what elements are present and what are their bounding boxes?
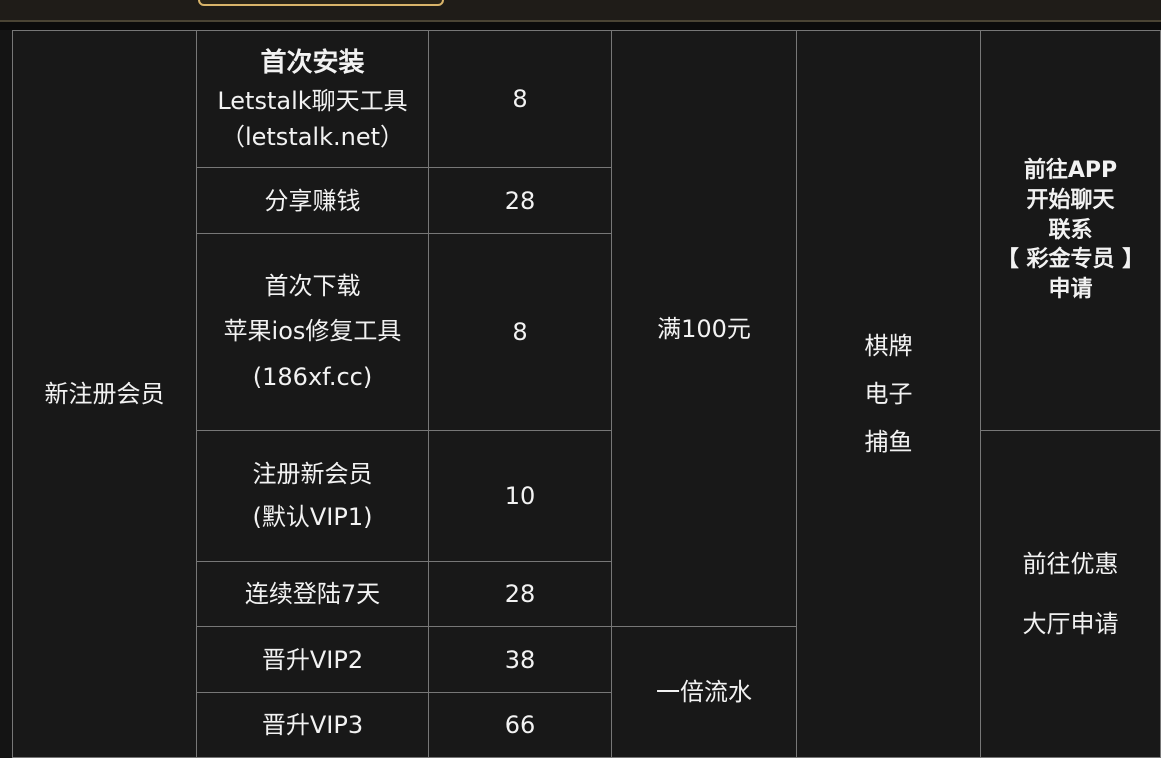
amount: 10 xyxy=(504,482,536,510)
apply-line: 大厅申请 xyxy=(1022,610,1119,638)
item-line: (默认VIP1) xyxy=(252,503,373,531)
apply-line: 联系 xyxy=(1048,217,1093,243)
game-type: 电子 xyxy=(864,380,913,408)
amount: 8 xyxy=(512,85,528,113)
item-line: 注册新会员 xyxy=(252,459,373,488)
amount: 38 xyxy=(504,645,536,674)
item-cell: 首次下载 苹果ios修复工具 (186xf.cc) xyxy=(196,233,429,431)
amount: 8 xyxy=(512,318,528,346)
amount-cell: 38 xyxy=(428,626,612,693)
game-type: 捕鱼 xyxy=(864,428,913,456)
item-line: 连续登陆7天 xyxy=(244,580,381,608)
apply-line: 开始聊天 xyxy=(1026,187,1115,213)
requirement: 满100元 xyxy=(657,314,751,343)
apply-line: 申请 xyxy=(1048,277,1093,303)
apply-cell: 前往优惠 大厅申请 xyxy=(980,430,1161,758)
requirement-cell: 一倍流水 xyxy=(611,626,797,758)
top-banner xyxy=(0,0,1161,22)
requirement-cell: 满100元 xyxy=(611,30,797,627)
item-cell: 晋升VIP3 xyxy=(196,692,429,758)
apply-cell: 前往APP 开始聊天 联系 【 彩金专员 】 申请 xyxy=(980,30,1161,431)
item-line: 首次下载 xyxy=(264,271,361,300)
gold-button[interactable] xyxy=(198,0,444,6)
amount-cell: 8 xyxy=(428,233,612,431)
item-cell: 连续登陆7天 xyxy=(196,561,429,627)
item-line: 晋升VIP3 xyxy=(261,711,364,739)
item-line: 首次安装 xyxy=(260,47,365,78)
apply-line: 【 彩金专员 】 xyxy=(996,247,1145,273)
apply-line: 前往APP xyxy=(1023,158,1118,184)
apply-line: 前往优惠 xyxy=(1022,550,1119,578)
amount-cell: 10 xyxy=(428,430,612,562)
item-line: 晋升VIP2 xyxy=(261,645,364,674)
item-line: Letstalk聊天工具 xyxy=(217,86,408,115)
requirement: 一倍流水 xyxy=(656,678,752,706)
amount-cell: 8 xyxy=(428,30,612,168)
divider xyxy=(0,22,1161,30)
item-cell: 首次安装 Letstalk聊天工具 （letstalk.net） xyxy=(196,30,429,168)
games-cell: 棋牌 电子 捕鱼 xyxy=(796,30,981,758)
amount: 66 xyxy=(504,711,536,739)
item-cell: 注册新会员 (默认VIP1) xyxy=(196,430,429,562)
game-type: 棋牌 xyxy=(864,332,913,360)
category-label: 新注册会员 xyxy=(44,380,165,408)
item-cell: 晋升VIP2 xyxy=(196,626,429,693)
amount-cell: 28 xyxy=(428,167,612,234)
amount: 28 xyxy=(504,186,536,215)
amount: 28 xyxy=(504,580,536,608)
item-line: 苹果ios修复工具 xyxy=(223,317,402,346)
item-line: (186xf.cc) xyxy=(252,362,373,391)
amount-cell: 28 xyxy=(428,561,612,627)
amount-cell: 66 xyxy=(428,692,612,758)
item-cell: 分享赚钱 xyxy=(196,167,429,234)
item-line: 分享赚钱 xyxy=(264,186,361,215)
item-line: （letstalk.net） xyxy=(220,122,405,151)
category-cell: 新注册会员 xyxy=(12,30,197,758)
